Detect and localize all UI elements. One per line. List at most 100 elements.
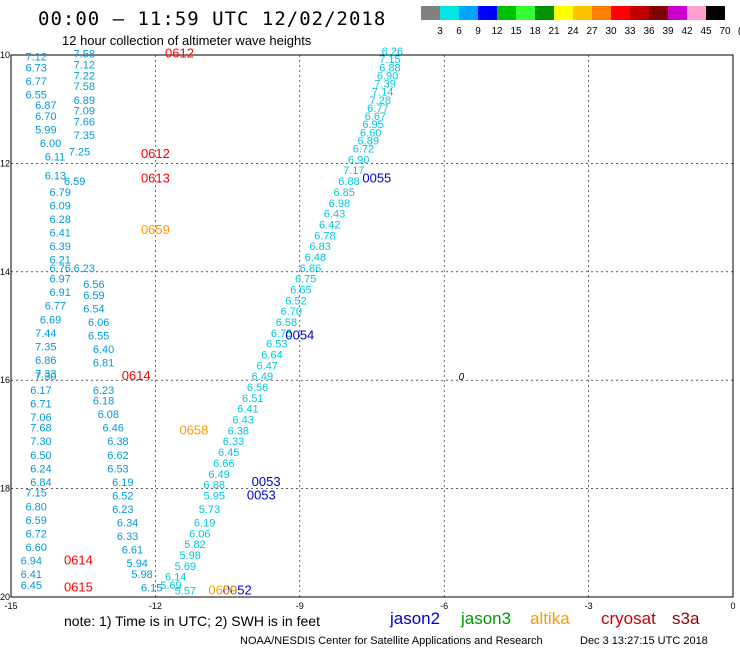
wave-height-value: 6.61 — [122, 545, 143, 557]
wave-height-value: 7.14 — [372, 87, 393, 99]
wave-height-value: 6.75 — [271, 328, 292, 340]
wave-height-value: 6.56 — [247, 382, 268, 394]
wave-height-value: 6.77 — [45, 301, 66, 313]
footer-note: note: 1) Time is in UTC; 2) SWH is in fe… — [64, 613, 320, 629]
wave-height-value: 7.17 — [343, 165, 364, 177]
wave-height-value: 6.59 — [83, 290, 104, 302]
marker-label: 0 — [459, 372, 465, 383]
pass-time-label: 0613 — [141, 170, 170, 185]
wave-height-value: 6.06 — [88, 317, 109, 329]
wave-height-value: 6.23 — [112, 504, 133, 516]
satellite-cryosat: cryosat — [601, 609, 656, 628]
wave-height-value: 6.62 — [107, 450, 128, 462]
wave-height-value: 6.46 — [102, 423, 123, 435]
pass-time-label: 0612 — [165, 46, 194, 61]
pass-time-label: 0658 — [179, 422, 208, 437]
wave-height-value: 6.23 — [74, 263, 95, 275]
wave-height-value: 5.69 — [160, 580, 181, 592]
pass-time-label: 0052 — [223, 582, 252, 597]
wave-height-value: 6.81 — [93, 358, 114, 370]
pass-time-label: 0659 — [208, 582, 237, 597]
legend-label: 39 — [662, 26, 674, 37]
wave-height-value: 6.08 — [98, 409, 119, 421]
wave-height-value: 7.22 — [74, 70, 95, 82]
wave-height-value: 6.53 — [107, 463, 128, 475]
legend-label: 15 — [510, 26, 522, 37]
pass-time-label: 0614 — [64, 552, 93, 567]
wave-height-value: 6.70 — [35, 111, 56, 123]
pass-time-label: 0054 — [285, 328, 314, 343]
legend-swatch — [516, 6, 535, 20]
wave-height-value: 6.65 — [290, 284, 311, 296]
wave-height-value: 6.41 — [21, 569, 42, 581]
wave-height-value: 6.91 — [50, 287, 71, 299]
legend-swatch — [459, 6, 478, 20]
wave-height-value: 5.73 — [199, 504, 220, 516]
wave-height-value: 5.57 — [175, 585, 196, 597]
pass-time-label: 0612 — [141, 146, 170, 161]
footer-timestamp: Dec 3 13:27:15 UTC 2018 — [580, 635, 708, 647]
wave-height-value: 6.21 — [50, 255, 71, 267]
wave-height-value: 6.87 — [35, 100, 56, 112]
wave-height-value: 7.66 — [74, 116, 95, 128]
legend-label: 70 — [719, 26, 731, 37]
wave-height-value: 7.12 — [25, 51, 46, 63]
pass-time-label: 0615 — [64, 580, 93, 595]
legend-label: 36 — [643, 26, 655, 37]
wave-height-value: 6.49 — [252, 371, 273, 383]
wave-height-value: 6.06 — [189, 528, 210, 540]
wave-height-value: 7.09 — [74, 106, 95, 118]
y-tick-label: -10 — [0, 50, 10, 60]
satellite-jason2: jason2 — [390, 609, 441, 628]
wave-height-value: 6.67 — [365, 111, 386, 123]
wave-height-value: 5.99 — [35, 125, 56, 137]
wave-height-value: 6.33 — [117, 531, 138, 543]
wave-height-value: 6.77 — [367, 103, 388, 115]
legend-swatch — [478, 6, 497, 20]
legend-swatch — [611, 6, 630, 20]
wave-height-value: 6.38 — [228, 425, 249, 437]
wave-height-value: 6.09 — [50, 200, 71, 212]
wave-height-value: 6.40 — [93, 344, 114, 356]
wave-height-value: 6.84 — [30, 477, 51, 489]
wave-height-value: 7.15 — [379, 54, 400, 66]
wave-height-value: 6.66 — [213, 458, 234, 470]
wave-height-value: 6.94 — [21, 555, 42, 567]
legend-swatch — [497, 6, 516, 20]
legend-label: 21 — [548, 26, 560, 37]
wave-height-value: 6.70 — [281, 306, 302, 318]
wave-height-value: 6.33 — [223, 436, 244, 448]
wave-height-value: 7.30 — [35, 371, 56, 383]
wave-height-value: 6.51 — [242, 393, 263, 405]
x-tick-label: -12 — [149, 601, 162, 611]
wave-height-value: 5.98 — [131, 569, 152, 581]
wave-height-value: 6.24 — [30, 463, 51, 475]
footer-credit: NOAA/NESDIS Center for Satellite Applica… — [240, 635, 543, 647]
x-tick-label: -9 — [296, 601, 304, 611]
legend-label: 42 — [681, 26, 693, 37]
wave-height-value: 6.18 — [93, 396, 114, 408]
wave-height-value: 6.60 — [25, 542, 46, 554]
wave-height-value: 7.12 — [74, 60, 95, 72]
wave-height-value: 6.97 — [50, 274, 71, 286]
wave-height-value: 6.50 — [30, 450, 51, 462]
wave-height-value: 6.17 — [30, 385, 51, 397]
y-tick-label: -14 — [0, 267, 10, 277]
wave-height-value: 6.59 — [25, 515, 46, 527]
wave-height-value: 6.85 — [333, 187, 354, 199]
wave-height-value: 6.69 — [40, 314, 61, 326]
wave-height-value: 5.94 — [127, 558, 148, 570]
legend-label: 27 — [586, 26, 598, 37]
wave-height-value: 6.55 — [25, 89, 46, 101]
wave-height-value: 6.89 — [358, 135, 379, 147]
wave-height-value: 6.64 — [261, 350, 282, 362]
legend-swatch — [554, 6, 573, 20]
legend-label: 6 — [456, 26, 462, 37]
wave-height-value: 6.90 — [348, 154, 369, 166]
wave-height-value: 7.30 — [30, 436, 51, 448]
wave-height-value: 6.49 — [208, 469, 229, 481]
wave-height-value: 6.78 — [314, 230, 335, 242]
wave-height-value: 6.23 — [93, 385, 114, 397]
map-frame — [10, 54, 734, 598]
